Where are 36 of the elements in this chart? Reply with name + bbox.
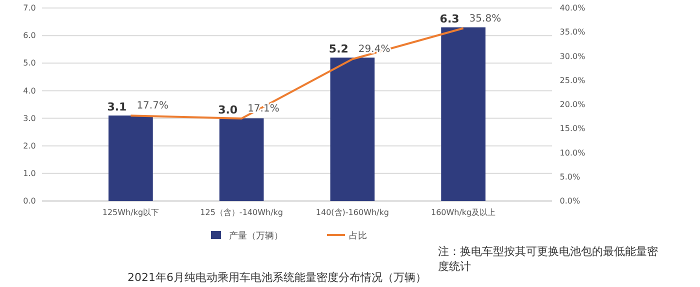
text: 注：换电车型按其可更换电池包的最低能量密度统计 xyxy=(438,245,658,273)
y-tick-label: 2.0 xyxy=(23,141,36,150)
y-tick-label: 1.0 xyxy=(23,168,36,178)
y2-tick-label: 20.0% xyxy=(560,100,586,110)
y2-tick-label: 5.0% xyxy=(560,172,581,182)
line-series xyxy=(130,27,464,120)
y2-tick-label: 15.0% xyxy=(560,124,586,134)
x-tick-label: 125Wh/kg以下 xyxy=(102,208,160,218)
y2-tick-label: 40.0% xyxy=(560,4,586,13)
data-label: 6.3 xyxy=(440,12,460,26)
y2-tick-label: 0.0% xyxy=(560,196,581,206)
bar xyxy=(330,58,375,201)
data-label: 35.8% xyxy=(469,13,502,24)
legend-label: 产量（万辆） xyxy=(229,230,283,242)
data-label: 3.0 xyxy=(218,103,238,116)
legend-label: 占比 xyxy=(349,230,367,242)
y-tick-label: 0.0 xyxy=(23,196,36,206)
y-tick-label: 3.0 xyxy=(23,114,36,123)
x-tick-label: 140(含)-160Wh/kg xyxy=(316,208,389,218)
text: 2021年6月纯电动乘用车电池系统能量密度分布情况（万辆） xyxy=(128,271,426,284)
bar xyxy=(108,116,153,201)
y-tick-label: 5.0 xyxy=(23,58,36,68)
y2-tick-label: 35.0% xyxy=(560,28,586,37)
y-tick-label: 6.0 xyxy=(23,31,36,40)
bar xyxy=(441,27,486,201)
y2-tick-label: 25.0% xyxy=(560,76,586,85)
y-tick-label: 4.0 xyxy=(23,86,36,96)
data-label: 17.7% xyxy=(136,100,168,112)
y2-tick-label: 30.0% xyxy=(560,52,586,61)
x-tick-label: 160Wh/kg及以上 xyxy=(430,208,496,218)
bar xyxy=(219,118,264,201)
data-label: 5.2 xyxy=(328,42,348,56)
y2-tick-label: 10.0% xyxy=(560,148,586,158)
x-tick-label: 125（含）-140Wh/kg xyxy=(200,208,283,218)
y-tick-label: 7.0 xyxy=(23,4,36,13)
data-label: 3.1 xyxy=(107,100,127,114)
